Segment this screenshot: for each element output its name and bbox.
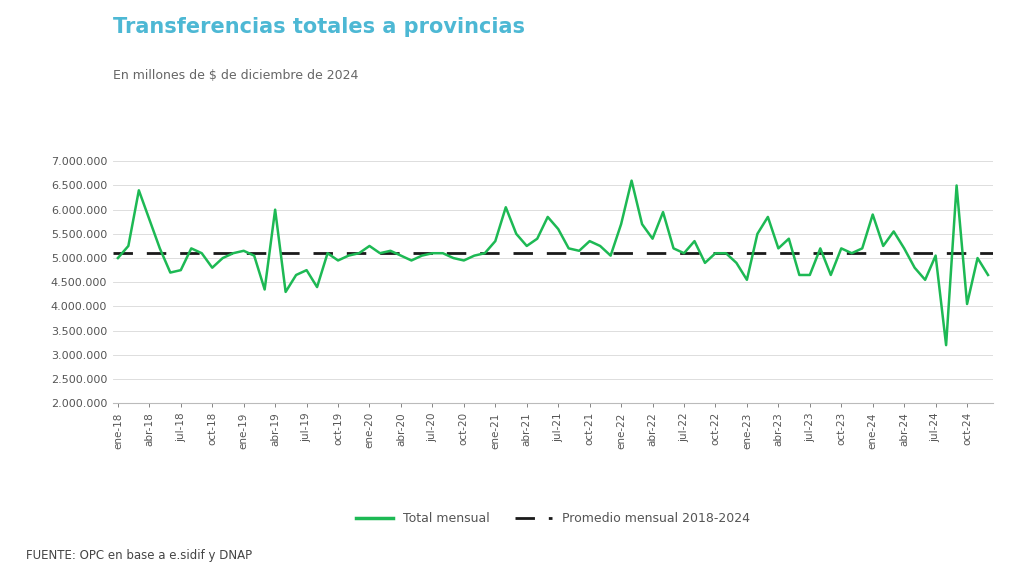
Text: Transferencias totales a provincias: Transferencias totales a provincias [113,17,524,37]
Legend: Total mensual, Promedio mensual 2018-2024: Total mensual, Promedio mensual 2018-202… [350,507,756,530]
Text: En millones de $ de diciembre de 2024: En millones de $ de diciembre de 2024 [113,69,358,82]
Text: FUENTE: OPC en base a e.sidif y DNAP: FUENTE: OPC en base a e.sidif y DNAP [26,548,252,562]
